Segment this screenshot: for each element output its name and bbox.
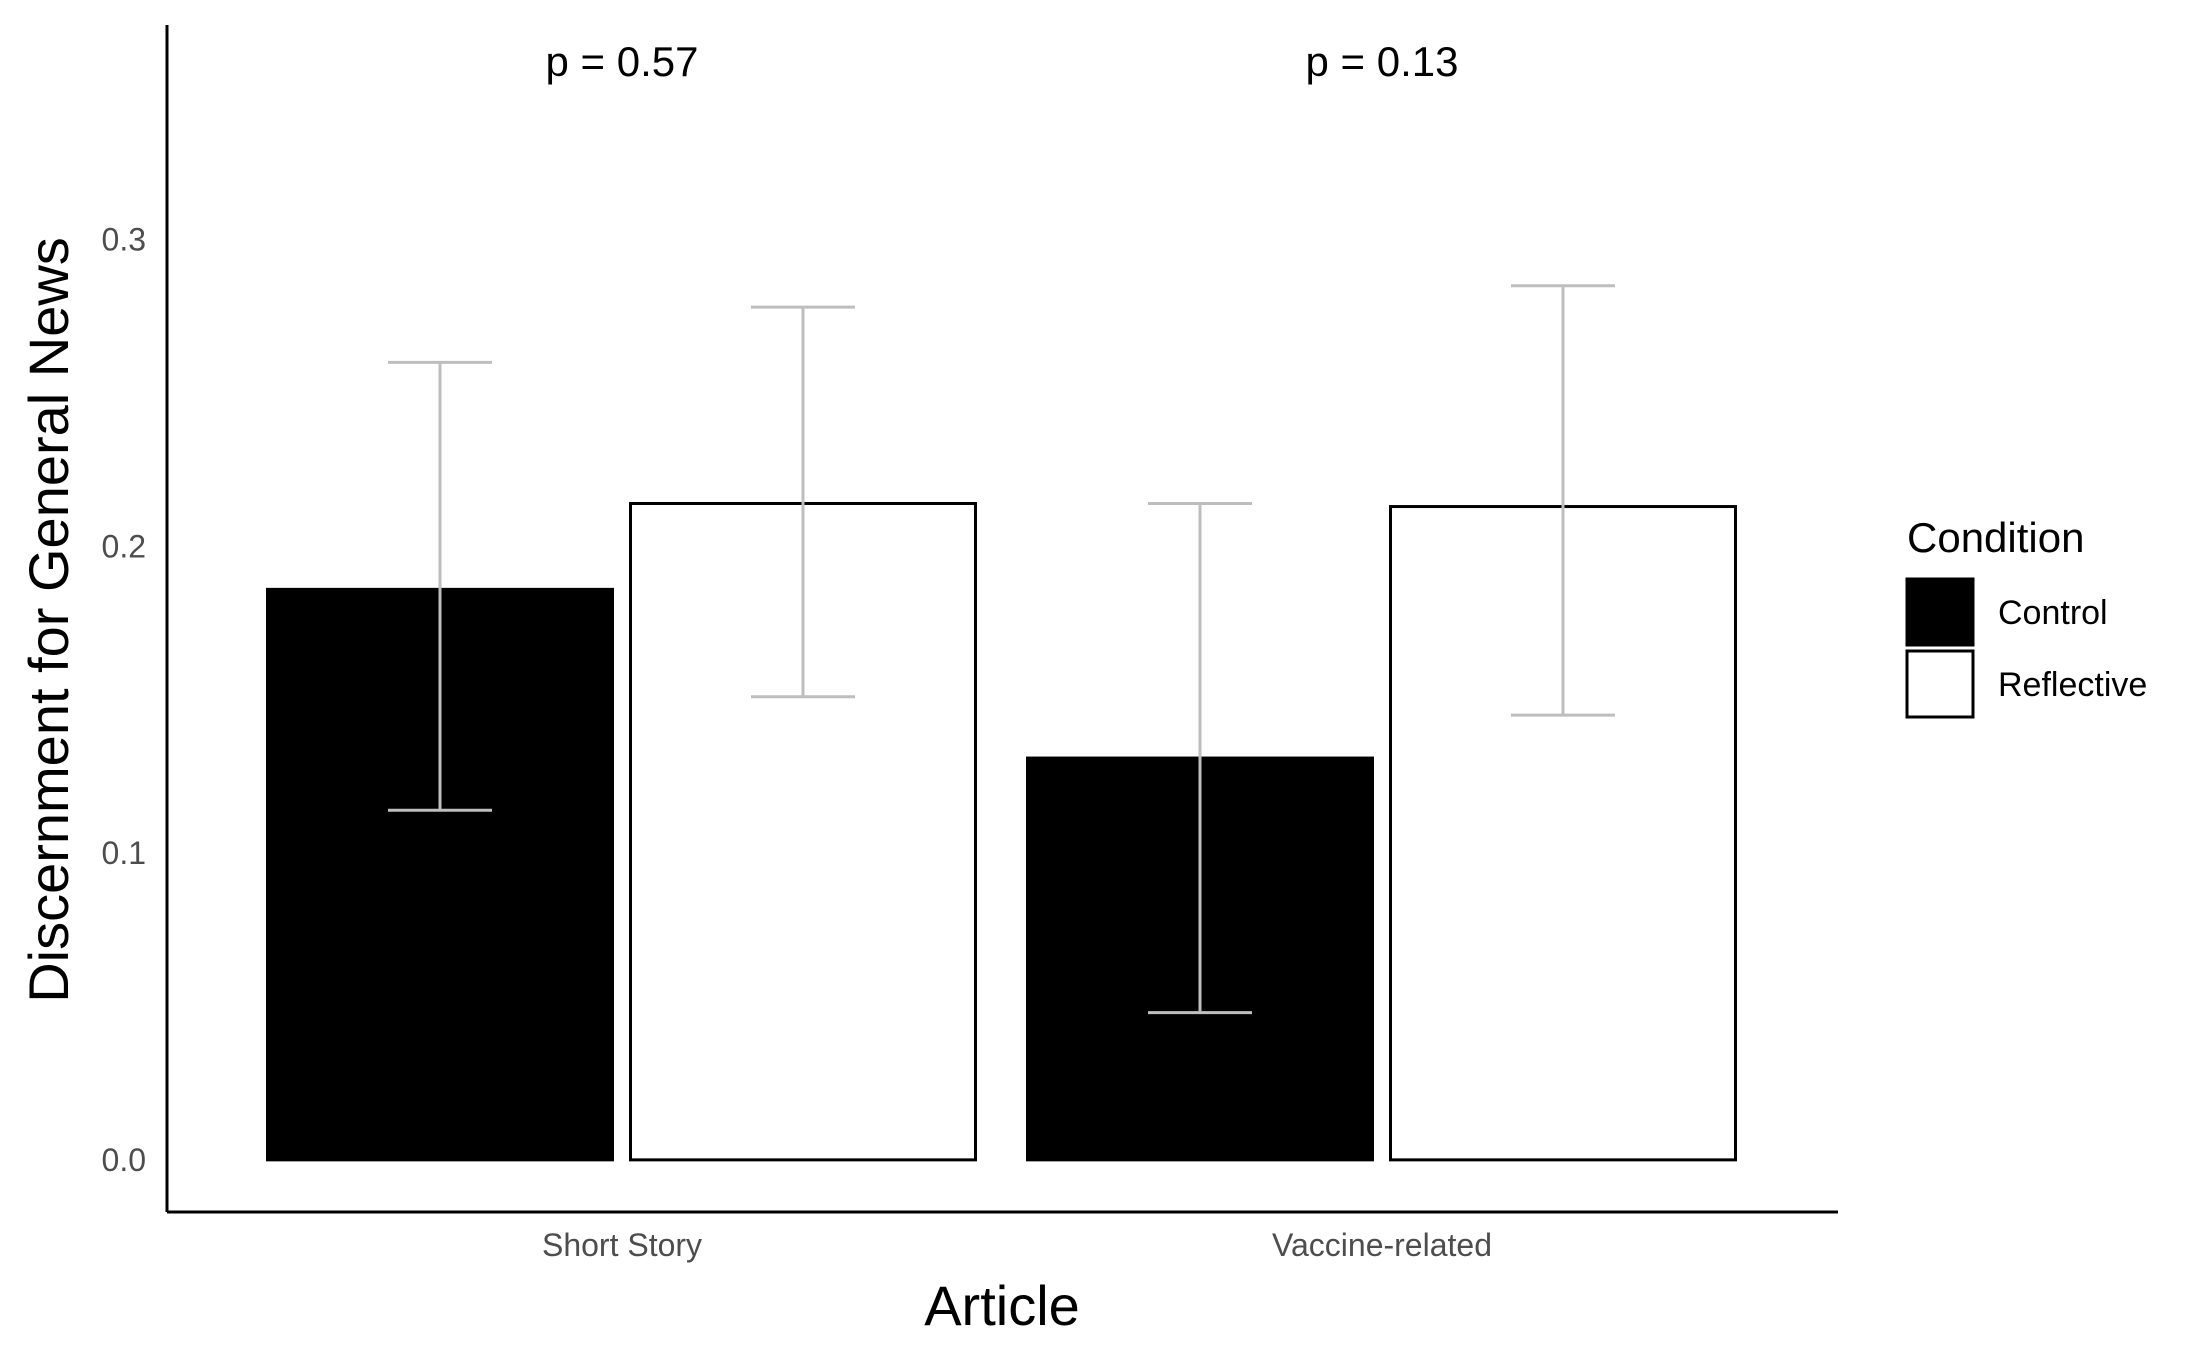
- legend-title: Condition: [1907, 514, 2084, 561]
- y-tick-label: 0.3: [102, 222, 146, 258]
- y-tick-label: 0.0: [102, 1142, 146, 1178]
- legend-label-reflective: Reflective: [1998, 666, 2147, 704]
- bars-layer: [266, 501, 1737, 1162]
- axes-layer: [165, 25, 1838, 1214]
- x-tick-label: Vaccine-related: [1272, 1227, 1492, 1263]
- y-tick-labels: 0.0 0.1 0.2 0.3: [102, 222, 146, 1178]
- p-value-annotation: p = 0.13: [1306, 38, 1459, 85]
- errorbar-control-short-story: [388, 360, 492, 812]
- errorbars-layer: [388, 284, 1615, 1015]
- x-tick-label: Short Story: [542, 1227, 702, 1263]
- legend-item-control: Control: [1905, 577, 2108, 647]
- y-tick-label: 0.1: [102, 835, 146, 871]
- legend-items: Control Reflective: [1905, 577, 2147, 719]
- legend-label-control: Control: [1998, 594, 2108, 632]
- y-axis-title: Discernment for General News: [17, 237, 80, 1003]
- x-axis-title: Article: [924, 1274, 1080, 1337]
- errorbar-reflective-short-story: [751, 305, 855, 699]
- y-tick-label: 0.2: [102, 528, 146, 564]
- p-value-annotation: p = 0.57: [546, 38, 699, 85]
- legend-key-control: [1905, 577, 1975, 647]
- errorbar-reflective-vaccine-related: [1511, 284, 1615, 717]
- p-value-annotations: p = 0.57 p = 0.13: [546, 38, 1459, 85]
- errorbar-control-vaccine-related: [1148, 501, 1252, 1015]
- x-tick-labels: Short Story Vaccine-related: [542, 1227, 1492, 1263]
- legend-key-reflective: [1905, 649, 1975, 719]
- legend: Condition Control Reflective: [1905, 514, 2147, 719]
- legend-item-reflective: Reflective: [1905, 649, 2147, 719]
